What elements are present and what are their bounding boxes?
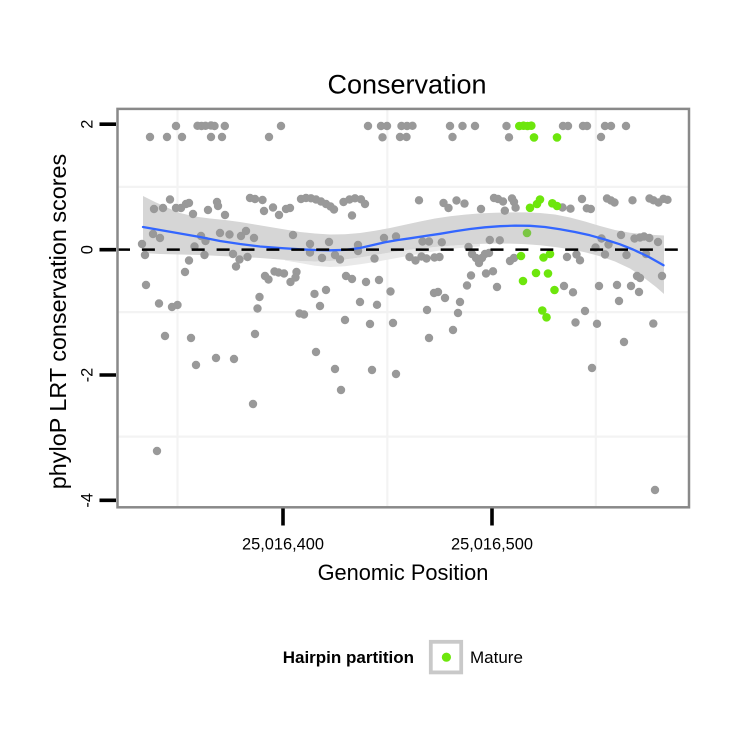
svg-text:-4: -4 <box>79 493 97 508</box>
svg-text:2: 2 <box>79 120 97 129</box>
svg-text:Conservation: Conservation <box>327 70 486 100</box>
svg-text:Genomic Position: Genomic Position <box>318 560 489 585</box>
svg-text:phyloP LRT conservation scores: phyloP LRT conservation scores <box>45 154 71 489</box>
svg-text:25,016,500: 25,016,500 <box>451 536 533 554</box>
svg-text:Hairpin partition: Hairpin partition <box>283 648 414 667</box>
svg-text:25,016,400: 25,016,400 <box>242 536 324 554</box>
svg-text:Mature: Mature <box>470 648 523 667</box>
svg-text:0: 0 <box>79 245 97 254</box>
svg-text:-2: -2 <box>79 368 97 383</box>
